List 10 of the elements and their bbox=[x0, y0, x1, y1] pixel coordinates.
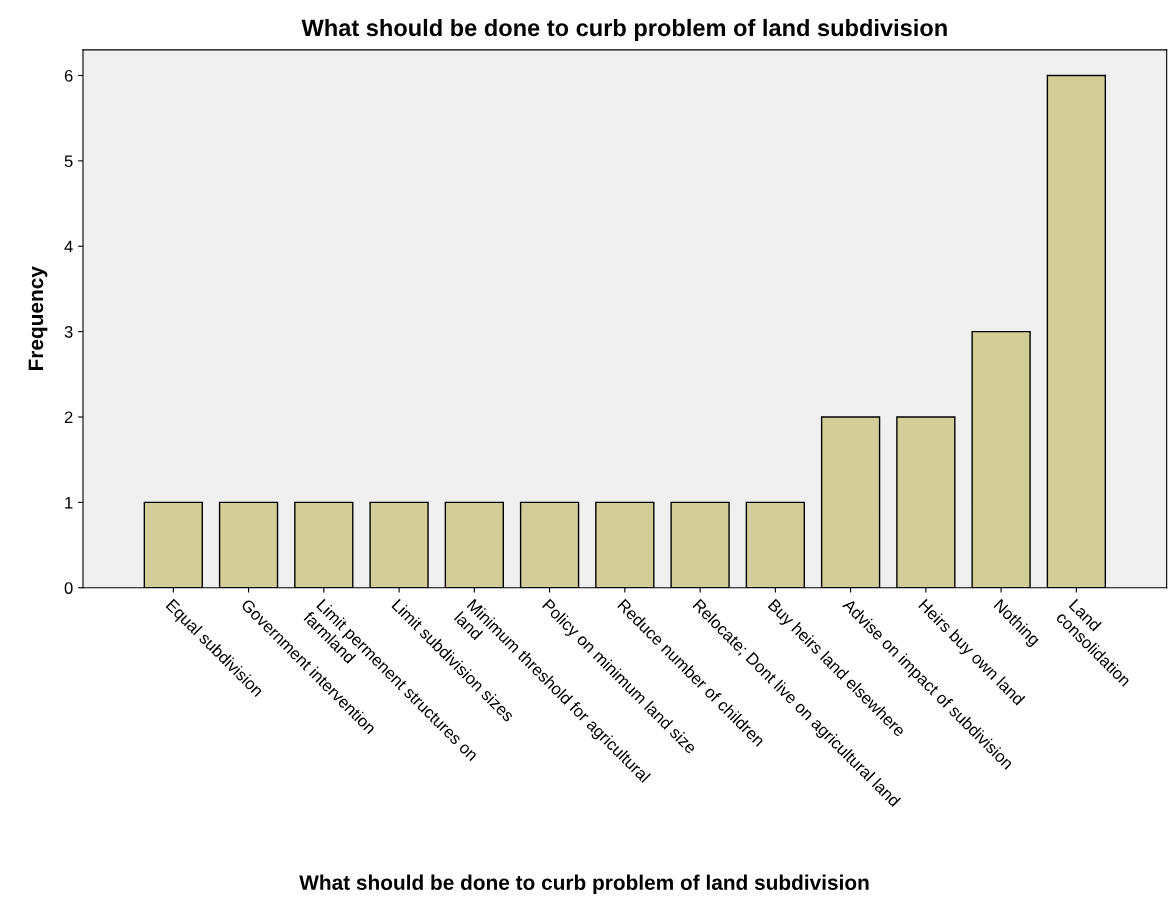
y-tick-label: 4 bbox=[64, 240, 73, 253]
y-tick-label: 3 bbox=[64, 326, 73, 338]
y-tick-label: 2 bbox=[64, 411, 73, 424]
y-tick-label: 1 bbox=[65, 496, 73, 509]
x-axis-title: What should be done to curb problem of land subdivision bbox=[299, 874, 869, 895]
y-tick-label: 5 bbox=[64, 155, 73, 168]
chart-title: What should be done to curb problem of land subdivision bbox=[301, 18, 947, 41]
y-tick-label: 6 bbox=[64, 69, 73, 82]
y-tick-label: 0 bbox=[64, 582, 73, 594]
y-axis-title: Frequency bbox=[28, 266, 48, 371]
